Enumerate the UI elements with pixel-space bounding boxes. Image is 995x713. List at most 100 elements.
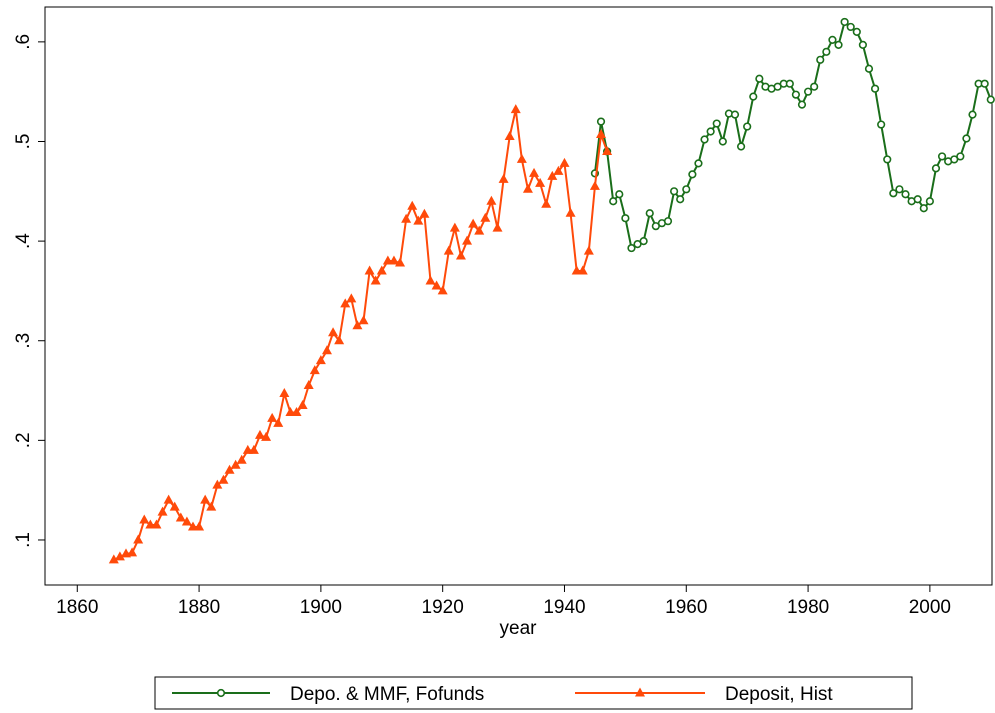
data-point (889, 189, 898, 198)
x-tick-label: 1940 (543, 597, 585, 618)
data-point (321, 345, 332, 355)
data-point (480, 212, 491, 222)
data-point (108, 554, 119, 564)
legend-marker (635, 687, 645, 697)
data-point (822, 47, 831, 56)
data-point (346, 293, 357, 303)
data-point (749, 92, 758, 101)
x-tick-label: 1960 (665, 597, 707, 618)
y-tick-label: .6 (13, 34, 34, 50)
data-point (877, 120, 886, 129)
x-tick-label: 2000 (909, 597, 951, 618)
data-point (901, 190, 910, 199)
data-point (743, 122, 752, 131)
data-point (133, 534, 144, 544)
data-point (455, 250, 466, 260)
data-point (200, 494, 211, 504)
data-point (352, 320, 363, 330)
data-point (682, 185, 691, 194)
y-tick-label: .4 (13, 233, 34, 249)
data-point (968, 110, 977, 119)
data-point (730, 110, 740, 119)
data-point (273, 417, 284, 427)
legend-label: Depo. & MMF, Fofunds (290, 684, 484, 705)
data-point (791, 90, 801, 99)
data-point (291, 406, 302, 416)
data-point (309, 365, 320, 375)
data-point (364, 265, 375, 275)
legend-marker (216, 688, 226, 698)
data-point (486, 195, 497, 205)
data-point (931, 164, 941, 173)
data-point (803, 87, 813, 96)
data-point (670, 187, 679, 196)
data-point (925, 197, 934, 206)
data-point (297, 399, 308, 409)
x-tick-label: 1920 (422, 597, 464, 618)
data-point (492, 222, 503, 232)
data-point (267, 412, 278, 422)
data-point (577, 265, 588, 275)
data-point (395, 257, 406, 267)
data-point (413, 215, 424, 225)
data-point (718, 137, 727, 146)
data-point (431, 280, 442, 290)
data-point (340, 298, 351, 308)
y-tick-label: .2 (13, 432, 34, 448)
data-point (755, 74, 764, 83)
data-point (913, 195, 922, 204)
data-point (956, 152, 965, 161)
data-point (328, 327, 339, 337)
data-point (541, 198, 552, 208)
data-point (358, 315, 369, 325)
legend-label: Deposit, Hist (725, 684, 833, 705)
data-point (468, 218, 479, 228)
data-point (254, 429, 265, 439)
data-point (663, 217, 673, 226)
data-point (700, 135, 709, 144)
data-point (230, 459, 241, 469)
data-point (627, 243, 636, 253)
data-point (919, 204, 928, 213)
data-point (224, 464, 235, 474)
data-point (462, 235, 473, 245)
data-point (401, 213, 412, 223)
data-point (175, 512, 186, 522)
data-point (864, 64, 874, 73)
plot-frame (44, 6, 993, 586)
legend-box (154, 676, 913, 710)
data-point (315, 355, 326, 365)
data-point (589, 180, 600, 190)
data-point (419, 208, 430, 218)
data-point (828, 35, 837, 44)
data-point (676, 195, 685, 204)
data-point (425, 275, 436, 285)
data-point (127, 547, 138, 557)
data-point (621, 214, 630, 223)
data-point (797, 100, 807, 109)
data-point (547, 170, 558, 180)
data-point (529, 167, 540, 177)
data-point (852, 27, 861, 37)
data-point (474, 225, 485, 235)
data-point (236, 454, 247, 464)
data-point (388, 255, 399, 265)
series-line (593, 20, 992, 250)
data-point (559, 157, 570, 167)
x-tick-label: 1980 (787, 597, 829, 618)
data-point (334, 335, 345, 345)
data-point (303, 380, 314, 390)
x-tick-label: 1900 (300, 597, 342, 618)
data-point (565, 207, 576, 217)
data-point (157, 506, 168, 516)
data-point (706, 127, 715, 136)
data-point (553, 165, 564, 175)
data-point (645, 209, 654, 218)
data-point (218, 474, 229, 484)
data-point (583, 245, 594, 255)
data-point (858, 40, 867, 49)
data-point (212, 479, 223, 489)
data-point (694, 159, 703, 168)
data-point (181, 516, 192, 526)
data-point (962, 134, 971, 143)
